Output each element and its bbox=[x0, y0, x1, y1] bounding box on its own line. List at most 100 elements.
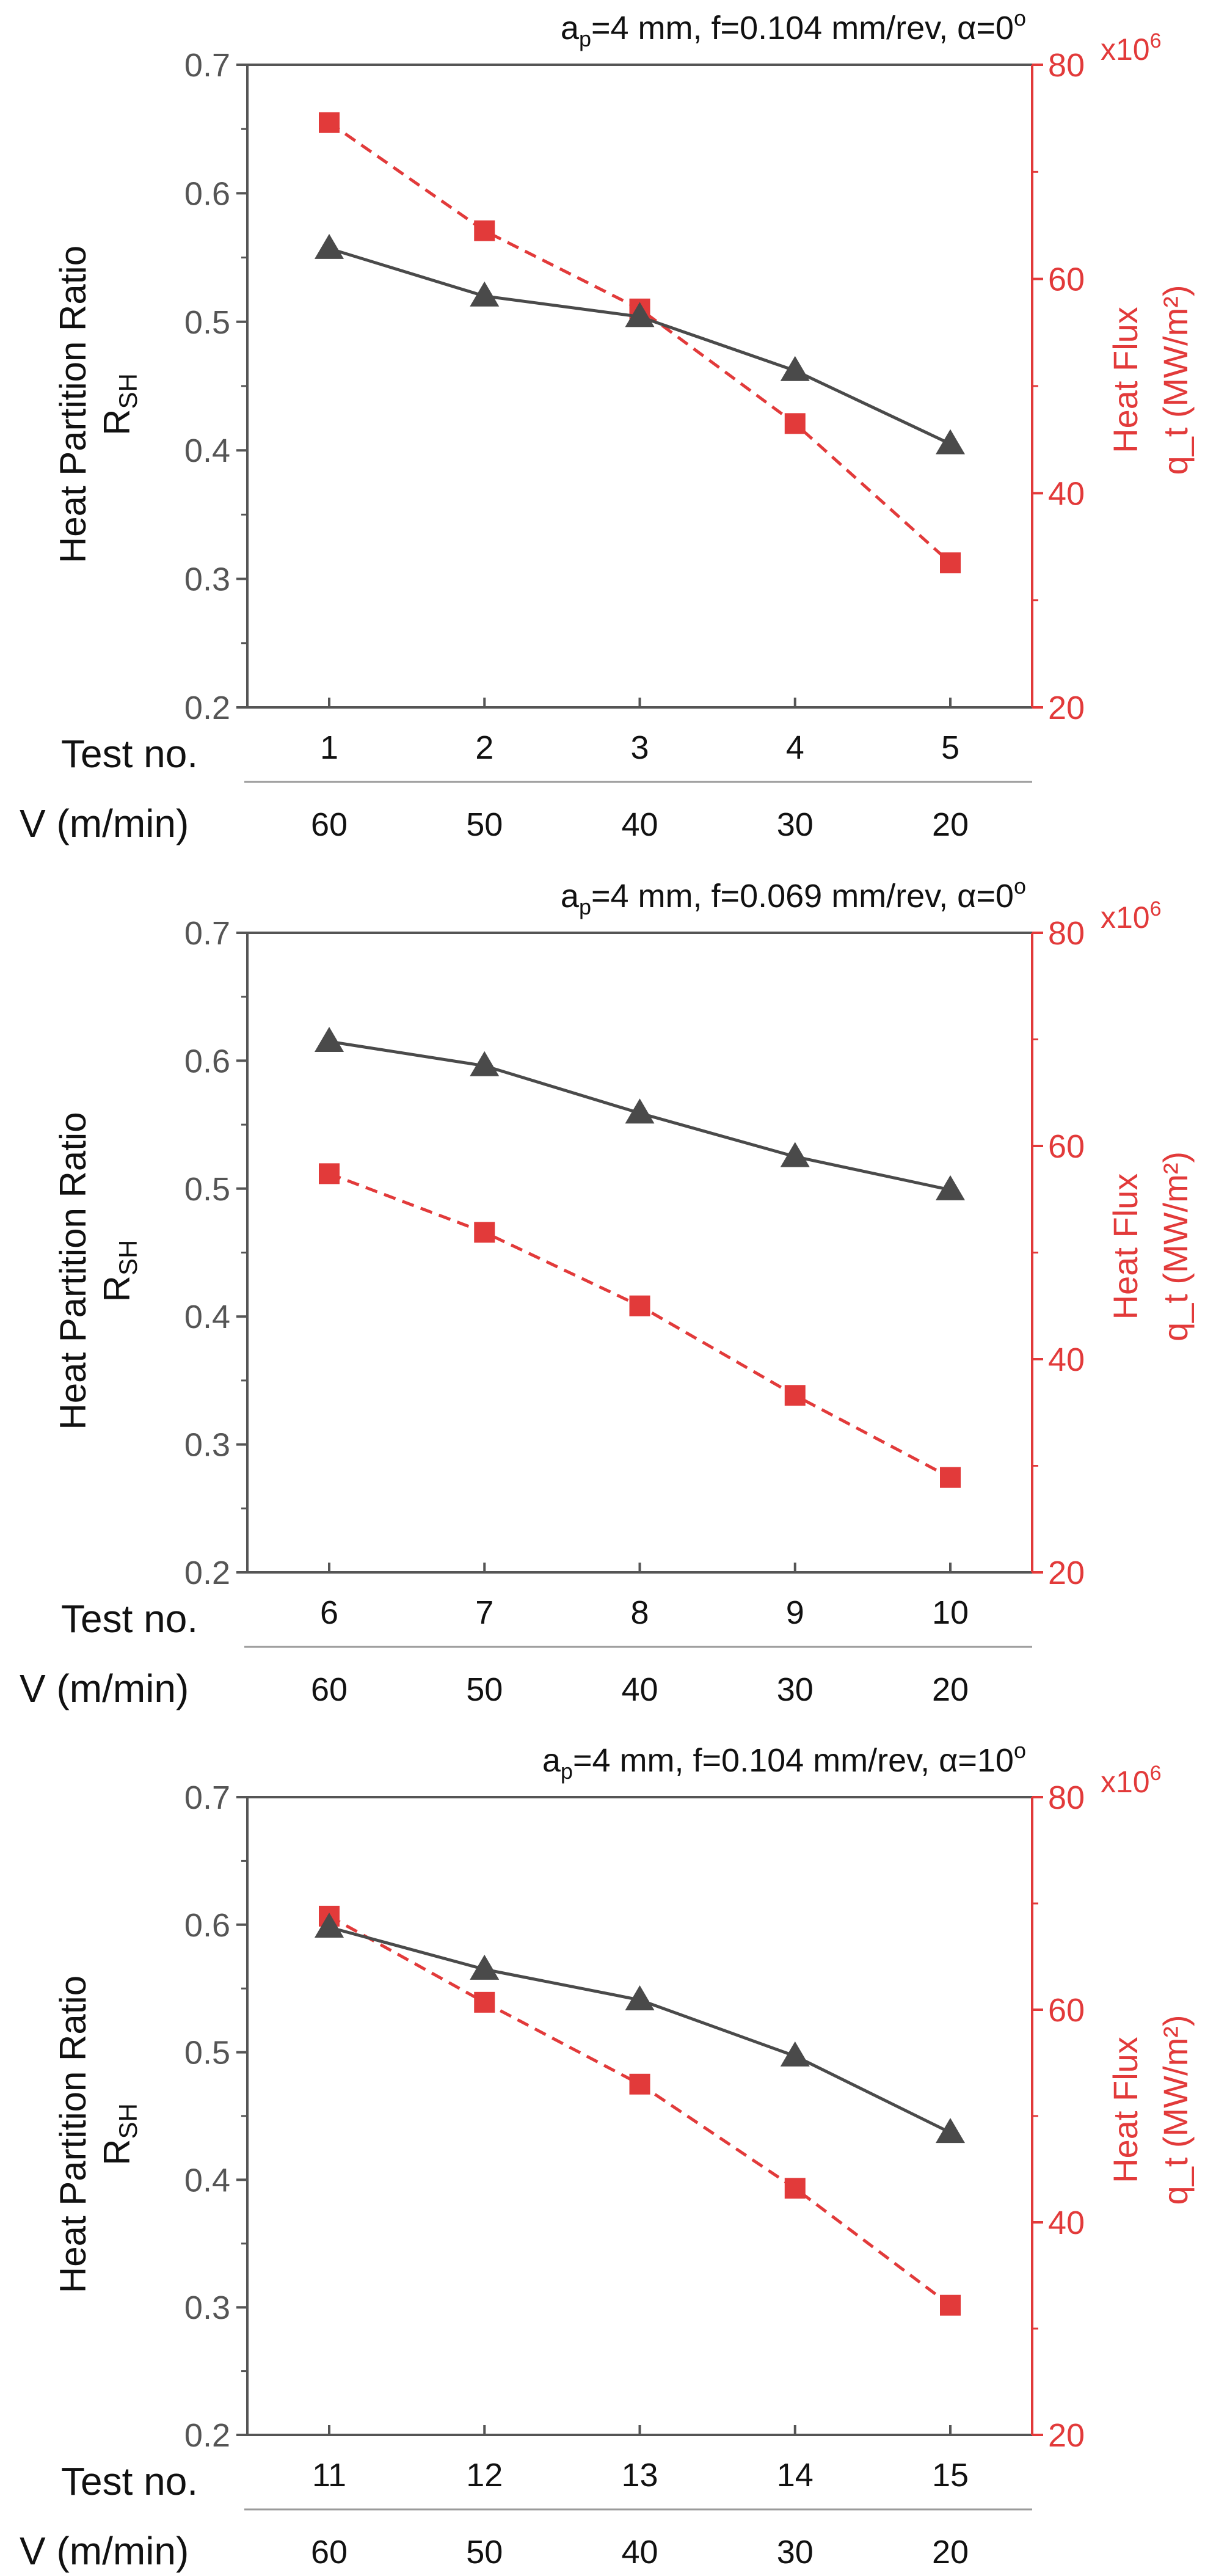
y2tick-label: 60 bbox=[1048, 1128, 1085, 1165]
series-ratio-line bbox=[329, 1925, 952, 2134]
y-axis-label: Heat Partition Ratio bbox=[53, 1976, 93, 2293]
heat-flux-point-5 bbox=[940, 1467, 961, 1488]
heat-flux-point-2 bbox=[474, 1991, 495, 2013]
y2tick-label: 20 bbox=[1048, 1555, 1085, 1591]
ratio-point-3 bbox=[625, 302, 655, 327]
chart-title: ap=4 mm, f=0.104 mm/rev, α=10o bbox=[542, 1738, 1026, 1784]
ratio-point-3 bbox=[625, 1098, 655, 1124]
xtick-label-test: 11 bbox=[312, 2457, 346, 2494]
ytick-label: 0.6 bbox=[184, 175, 230, 212]
y2tick-label: 40 bbox=[1048, 475, 1085, 512]
ytick-label: 0.2 bbox=[184, 690, 230, 726]
y-axis-label-main: R bbox=[96, 1275, 137, 1302]
y2tick-label: 80 bbox=[1048, 47, 1085, 84]
y2-multiplier: x106 bbox=[1101, 897, 1162, 935]
ytick-label: 0.7 bbox=[184, 1779, 230, 1816]
title-a: a bbox=[561, 878, 580, 914]
speed-label: 30 bbox=[777, 1671, 814, 1708]
heat-flux-point-1 bbox=[319, 112, 340, 133]
ytick-label: 0.5 bbox=[184, 2035, 230, 2071]
y2-axis-label-line1: Heat Flux bbox=[1106, 2037, 1145, 2183]
xtick-label-test: 8 bbox=[630, 1594, 649, 1631]
y2-multiplier-base: x10 bbox=[1101, 900, 1150, 935]
xtick-label-test: 6 bbox=[320, 1594, 338, 1631]
speed-label: 50 bbox=[466, 2534, 503, 2571]
heat-flux-point-3 bbox=[629, 1295, 650, 1316]
row-label-speed: V (m/min) bbox=[20, 1666, 189, 1710]
speed-label: 60 bbox=[311, 1671, 348, 1708]
chart-panel-2: ap=4 mm, f=0.069 mm/rev, α=0o 0.2 0.3 0.4 0.… bbox=[20, 874, 1195, 1710]
title-subscript: p bbox=[561, 1759, 573, 1784]
ratio-point-3 bbox=[625, 1985, 655, 2010]
xtick-label-test: 12 bbox=[466, 2457, 503, 2494]
ratio-point-4 bbox=[780, 356, 810, 381]
ratio-point-4 bbox=[780, 1142, 810, 1167]
series-heat-flux-line bbox=[328, 1914, 952, 2307]
xtick-label-test: 10 bbox=[932, 1594, 969, 1631]
ytick-label: 0.2 bbox=[184, 2417, 230, 2454]
ratio-point-1 bbox=[315, 233, 344, 259]
heat-flux-point-1 bbox=[319, 1163, 340, 1184]
ytick-label: 0.7 bbox=[184, 47, 230, 84]
y-axis-label-main: R bbox=[96, 2139, 137, 2166]
y-axis-label-sub: SH bbox=[114, 2103, 142, 2139]
y-axis-label-sub: SH bbox=[114, 373, 142, 409]
ratio-point-1 bbox=[315, 1912, 344, 1938]
ratio-point-2 bbox=[470, 281, 500, 307]
title-superscript: o bbox=[1014, 1738, 1026, 1763]
y-axis-label-main: R bbox=[96, 409, 137, 436]
speed-label: 50 bbox=[466, 806, 503, 843]
y2-multiplier: x106 bbox=[1101, 29, 1162, 67]
y-axis-label: Heat Partition Ratio bbox=[53, 1112, 93, 1429]
y2-multiplier-exp: 6 bbox=[1150, 1762, 1162, 1785]
row-label-speed: V (m/min) bbox=[20, 2529, 189, 2573]
xtick-label-test: 3 bbox=[630, 729, 649, 766]
series-ratio-line bbox=[329, 247, 952, 445]
heat-flux-point-3 bbox=[629, 2073, 650, 2095]
ratio-point-5 bbox=[936, 429, 965, 454]
heat-flux-point-4 bbox=[784, 413, 806, 434]
ytick-label: 0.4 bbox=[184, 1299, 230, 1335]
chart-title: ap=4 mm, f=0.104 mm/rev, α=0o bbox=[561, 5, 1026, 51]
row-label-test-no: Test no. bbox=[61, 732, 198, 776]
y-axis-label-r: RSH bbox=[96, 1240, 142, 1302]
y2-multiplier: x106 bbox=[1101, 1762, 1162, 1799]
heat-flux-point-2 bbox=[474, 220, 495, 241]
heat-flux-point-5 bbox=[940, 2294, 961, 2316]
chart-panel-1: ap=4 mm, f=0.104 mm/rev, α=0o 0.2 0.3 0.4 0.… bbox=[20, 5, 1195, 845]
xtick-label-test: 9 bbox=[786, 1594, 804, 1631]
ratio-point-5 bbox=[936, 1175, 965, 1200]
y2-axis-label-line2: q_t (MW/m²) bbox=[1156, 1151, 1195, 1341]
series-heat-flux-line bbox=[329, 1172, 952, 1479]
ratio-point-2 bbox=[470, 1954, 500, 1980]
y-axis-label-line1: Heat Partition Ratio bbox=[53, 1112, 93, 1429]
ratio-point-1 bbox=[315, 1026, 344, 1052]
y2-multiplier-base: x10 bbox=[1101, 1765, 1150, 1799]
speed-label: 30 bbox=[777, 2534, 814, 2571]
ytick-label: 0.2 bbox=[184, 1555, 230, 1591]
xtick-label-test: 14 bbox=[777, 2457, 814, 2494]
y-axis-label-r: RSH bbox=[96, 373, 142, 436]
chart-panel-3: ap=4 mm, f=0.104 mm/rev, α=10o 0.2 0.3 0.4 0… bbox=[20, 1738, 1195, 2573]
title-subscript: p bbox=[579, 894, 591, 919]
xtick-label-test: 2 bbox=[475, 729, 493, 766]
heat-flux-point-4 bbox=[784, 1385, 806, 1406]
y2tick-label: 20 bbox=[1048, 2417, 1085, 2454]
speed-label: 40 bbox=[621, 806, 658, 843]
xtick-label-test: 4 bbox=[786, 729, 804, 766]
y-axis-label-line1: Heat Partition Ratio bbox=[53, 246, 93, 563]
series-heat-flux-line bbox=[328, 121, 952, 564]
title-subscript: p bbox=[579, 26, 591, 51]
speed-label: 30 bbox=[777, 806, 814, 843]
title-main: =4 mm, f=0.104 mm/rev, α=10 bbox=[573, 1742, 1014, 1779]
ratio-point-4 bbox=[780, 2041, 810, 2067]
y2tick-label: 80 bbox=[1048, 915, 1085, 952]
y2tick-label: 60 bbox=[1048, 1992, 1085, 2029]
ytick-label: 0.6 bbox=[184, 1043, 230, 1079]
heat-flux-point-4 bbox=[784, 2178, 806, 2199]
title-main: =4 mm, f=0.104 mm/rev, α=0 bbox=[591, 10, 1014, 46]
y2-multiplier-exp: 6 bbox=[1150, 897, 1162, 921]
ytick-label: 0.4 bbox=[184, 432, 230, 469]
y-axis-label-line1: Heat Partition Ratio bbox=[53, 1976, 93, 2293]
